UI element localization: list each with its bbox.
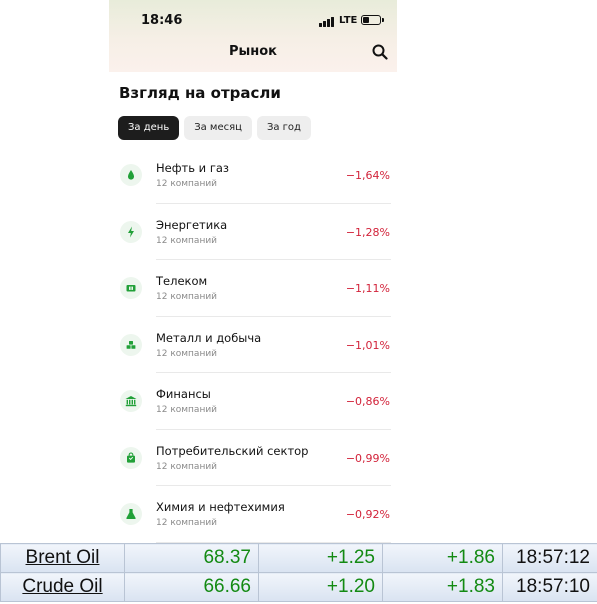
divider [156,541,391,543]
sector-name: Энергетика [156,217,228,232]
sector-row-metals[interactable]: Металл и добыча 12 компаний −1,01% [109,317,397,373]
signal-icon [319,17,335,27]
sector-count: 12 компаний [156,235,218,246]
tab-year[interactable]: За год [256,116,311,140]
period-tabs: За день За месяц За год [118,116,311,140]
quote-name-link[interactable]: Crude Oil [22,576,103,597]
sector-change: −1,01% [345,338,390,352]
sector-change: −1,64% [345,169,390,182]
divider [156,372,391,373]
divider [156,485,391,486]
sector-name: Нефть и газ [156,161,230,175]
search-icon [372,44,388,60]
bank-icon [125,396,137,407]
quote-time: 18:57:10 [502,572,597,602]
ore-icon [126,340,136,349]
sector-count: 12 компаний [156,518,218,528]
table-row: Crude Oil 66.66 +1.20 +1.83 18:57:10 [0,572,597,602]
quotes-table: Brent Oil 68.37 +1.25 +1.86 18:57:12 Cru… [0,543,597,602]
sector-change: −0,86% [345,395,390,408]
sector-row-finance[interactable]: Финансы 12 компаний −0,86% [109,373,397,430]
divider [156,315,391,317]
tab-day[interactable]: За день [118,116,180,140]
sector-change: −0,99% [345,451,390,465]
sector-name: Химия и нефтехимия [156,500,285,514]
oil-drop-icon [128,170,134,180]
sector-row-consumer[interactable]: Потребительский сектор 12 компаний −0,99… [109,430,397,486]
quote-price: 66.66 [124,572,259,602]
sector-count: 12 компаний [156,179,218,189]
sector-change: −0,92% [345,508,390,521]
quote-change-2: +1.83 [382,572,503,602]
status-time: 18:46 [141,13,183,28]
sector-list: Нефть и газ 12 компаний −1,64% Энергетик… [109,147,397,543]
sector-row-energy[interactable]: Энергетика 12 компаний −1,28% [109,204,397,260]
phone-screen: 18:46 LTE Рынок Взгляд на отрасли За ден… [109,0,397,543]
divider [156,428,391,430]
page-title: Рынок [228,44,278,59]
divider [156,202,391,204]
status-bar: 18:46 LTE [109,0,397,40]
sim-card-icon [126,285,136,292]
divider [156,259,391,260]
quote-price: 68.37 [124,543,259,573]
sector-change: −1,28% [345,225,390,239]
network-label: LTE [339,15,358,26]
table-row: Brent Oil 68.37 +1.25 +1.86 18:57:12 [0,543,597,573]
sector-name: Финансы [156,387,211,401]
battery-icon [361,15,384,25]
flask-icon [126,509,136,519]
sector-count: 12 компаний [156,292,218,302]
quote-change-2: +1.86 [382,543,503,573]
sector-row-oil-gas[interactable]: Нефть и газ 12 компаний −1,64% [109,147,397,204]
search-button[interactable] [371,43,389,61]
sector-name: Потребительский сектор [156,443,309,458]
quote-name-link[interactable]: Brent Oil [25,547,100,568]
shopping-bag-icon [127,451,135,463]
app-header: 18:46 LTE Рынок [109,0,397,72]
sector-name: Телеком [156,274,208,288]
sector-row-chemicals[interactable]: Химия и нефтехимия 12 компаний −0,92% [109,486,397,543]
sector-count: 12 компаний [156,348,218,359]
sector-change: −1,11% [345,282,390,295]
section-title: Взгляд на отрасли [119,84,281,102]
sector-row-telecom[interactable]: Телеком 12 компаний −1,11% [109,260,397,317]
sector-count: 12 компаний [156,405,218,415]
tab-month[interactable]: За месяц [184,116,252,140]
quote-time: 18:57:12 [502,543,597,573]
sector-count: 12 компаний [156,461,218,472]
lightning-icon [128,226,134,237]
sector-name: Металл и добыча [156,330,262,345]
quote-change: +1.20 [258,572,383,602]
quote-change: +1.25 [258,543,383,573]
